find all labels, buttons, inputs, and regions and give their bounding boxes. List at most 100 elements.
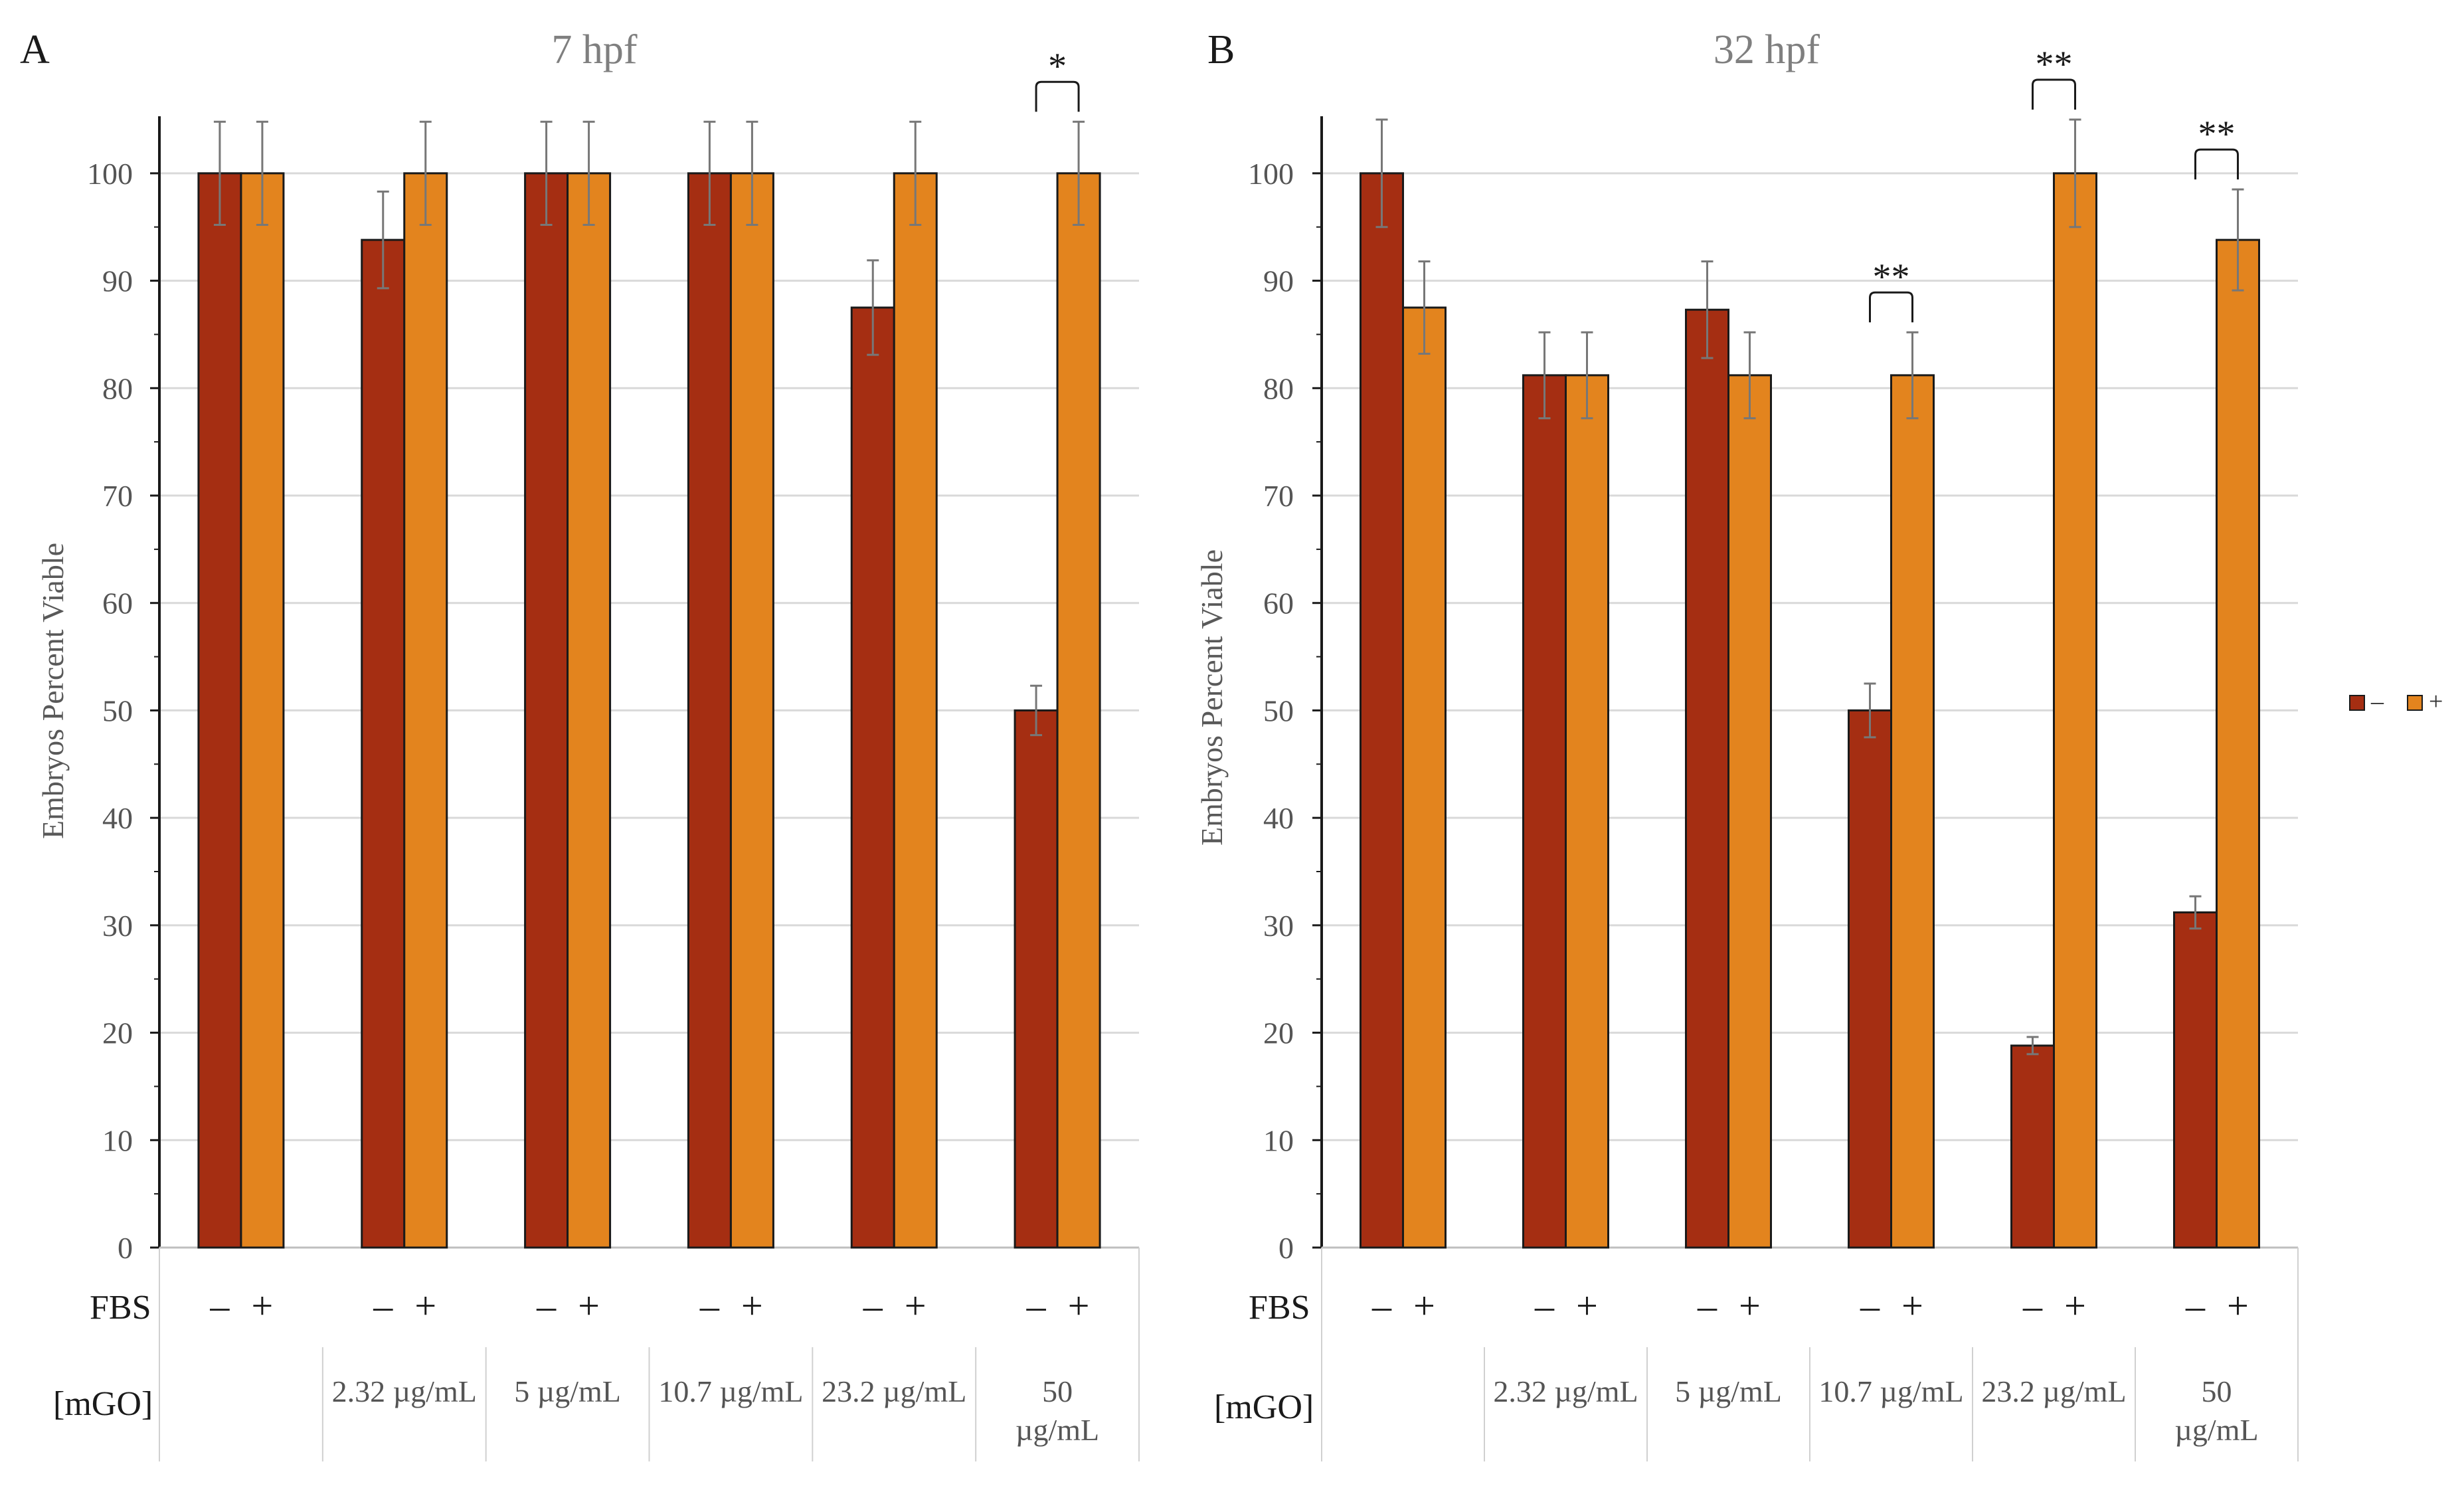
bar-fbs-plus	[1727, 374, 1772, 1249]
bar-fbs-minus	[2173, 911, 2218, 1249]
fbs-plus-mark: +	[1901, 1284, 1923, 1327]
bar-fbs-minus	[524, 172, 569, 1249]
bar-fbs-minus	[850, 306, 895, 1249]
category-label: 50 µg/mL	[2174, 1374, 2258, 1447]
fbs-plus-mark: +	[1068, 1284, 1090, 1327]
fbs-minus-mark: –	[2022, 1284, 2043, 1327]
y-tick-label: 90	[1263, 264, 1294, 298]
legend-swatch-plus	[2407, 695, 2423, 711]
panel-letter: A	[20, 27, 50, 72]
bar-fbs-minus	[361, 238, 406, 1249]
y-tick-label: 100	[87, 157, 133, 191]
fbs-minus-mark: –	[536, 1284, 557, 1327]
fbs-minus-mark: –	[2185, 1284, 2206, 1327]
bar-fbs-minus	[1522, 374, 1567, 1249]
fbs-minus-mark: –	[209, 1284, 230, 1327]
bar-fbs-plus	[567, 172, 612, 1249]
y-tick-label: 10	[102, 1123, 133, 1157]
fbs-minus-mark: –	[1371, 1284, 1392, 1327]
fbs-row-label: FBS	[90, 1289, 151, 1327]
fbs-row-label: FBS	[1249, 1289, 1310, 1327]
chart-title: 32 hpf	[1714, 27, 1820, 72]
y-tick-label: 90	[102, 264, 133, 298]
significance-bracket	[2032, 78, 2076, 110]
fbs-minus-mark: –	[373, 1284, 393, 1327]
legend-swatch-minus	[2349, 695, 2365, 711]
y-tick-label: 30	[1263, 909, 1294, 943]
bar-fbs-plus	[403, 172, 448, 1249]
bar-fbs-minus	[1848, 709, 1892, 1249]
fbs-plus-mark: +	[1739, 1284, 1761, 1327]
category-label: 23.2 µg/mL	[1981, 1374, 2126, 1408]
legend: – +	[2349, 688, 2443, 715]
bar-fbs-minus	[687, 172, 732, 1249]
bar-fbs-plus	[2053, 172, 2097, 1249]
fbs-plus-mark: +	[2064, 1284, 2086, 1327]
category-label: 10.7 µg/mL	[1818, 1374, 1963, 1408]
bar-fbs-minus	[2010, 1044, 2055, 1249]
y-tick-label: 80	[1263, 371, 1294, 405]
category-label: 5 µg/mL	[1675, 1374, 1782, 1408]
fbs-minus-mark: –	[1026, 1284, 1047, 1327]
significance-marker: **	[1873, 256, 1910, 298]
fbs-plus-mark: +	[1576, 1284, 1598, 1327]
y-tick-label: 0	[118, 1231, 133, 1265]
fbs-minus-mark: –	[699, 1284, 720, 1327]
y-tick-label: 10	[1263, 1123, 1294, 1157]
panel-letter: B	[1207, 27, 1235, 72]
bar-fbs-minus	[1013, 709, 1059, 1249]
panel-b: B 32 hpf Embryos Percent Viable FBS [mGO…	[1195, 27, 2299, 1461]
category-label: 2.32 µg/mL	[1493, 1374, 1638, 1408]
fbs-plus-mark: +	[1413, 1284, 1435, 1327]
y-tick-label: 100	[1248, 157, 1294, 191]
category-label: 50 µg/mL	[1015, 1374, 1099, 1447]
significance-bracket	[1869, 291, 1913, 323]
fbs-minus-mark: –	[863, 1284, 883, 1327]
bar-fbs-plus	[1890, 374, 1935, 1249]
bar-fbs-minus	[197, 172, 242, 1249]
y-tick-label: 20	[1263, 1016, 1294, 1050]
fbs-minus-mark: –	[1697, 1284, 1717, 1327]
y-tick-label: 60	[1263, 587, 1294, 620]
significance-marker: *	[1048, 46, 1067, 87]
y-tick-label: 80	[102, 371, 133, 405]
bar-fbs-plus	[2216, 238, 2260, 1249]
chart-title: 7 hpf	[551, 27, 638, 72]
y-tick-label: 20	[102, 1016, 133, 1050]
significance-bracket	[1035, 80, 1080, 112]
bar-fbs-minus	[1685, 308, 1729, 1249]
bar-fbs-plus	[1056, 172, 1101, 1249]
y-tick-label: 0	[1278, 1231, 1294, 1265]
bar-fbs-plus	[729, 172, 774, 1249]
y-tick-label: 70	[1263, 479, 1294, 513]
y-tick-label: 40	[1263, 801, 1294, 835]
fbs-plus-mark: +	[905, 1284, 926, 1327]
category-label: 2.32 µg/mL	[332, 1374, 477, 1408]
panel-a: A 7 hpf Embryos Percent Viable FBS [mGO]…	[20, 27, 1140, 1461]
category-label: 10.7 µg/mL	[658, 1374, 803, 1408]
fbs-minus-mark: –	[1534, 1284, 1555, 1327]
bar-fbs-plus	[240, 172, 285, 1249]
y-tick-label: 30	[102, 909, 133, 943]
y-axis-label: Embryos Percent Viable	[1195, 549, 1229, 846]
legend-label-plus: +	[2429, 688, 2443, 715]
category-label: 23.2 µg/mL	[822, 1374, 966, 1408]
bar-fbs-minus	[1360, 172, 1404, 1249]
category-label: 5 µg/mL	[514, 1374, 621, 1408]
fbs-plus-mark: +	[741, 1284, 763, 1327]
significance-marker: **	[2198, 114, 2236, 155]
y-axis-label: Embryos Percent Viable	[36, 543, 70, 839]
fbs-plus-mark: +	[2227, 1284, 2249, 1327]
mgo-row-label: [mGO]	[53, 1385, 153, 1423]
y-tick-label: 70	[102, 479, 133, 513]
bar-fbs-plus	[1565, 374, 1609, 1249]
y-tick-label: 50	[1263, 694, 1294, 727]
fbs-plus-mark: +	[252, 1284, 274, 1327]
mgo-row-label: [mGO]	[1214, 1388, 1314, 1426]
bar-fbs-plus	[1402, 306, 1447, 1249]
y-tick-label: 50	[102, 694, 133, 727]
y-tick-label: 60	[102, 587, 133, 620]
